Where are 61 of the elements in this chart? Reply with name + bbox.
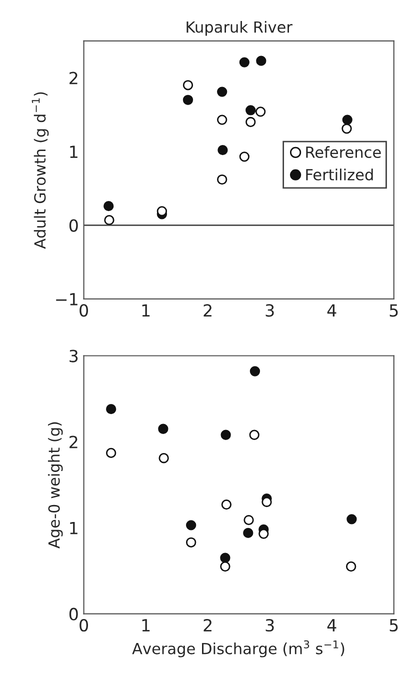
- x-tick-label: 5: [390, 619, 398, 632]
- y-tick-label: 1: [70, 146, 78, 158]
- point: [262, 496, 272, 508]
- point: [217, 114, 228, 125]
- y-axis-title: Adult Growth (g d$^{−1}$): [32, 92, 49, 249]
- point: [249, 430, 260, 440]
- point: [256, 56, 266, 66]
- point: [246, 116, 256, 128]
- x-tick-label: 4: [327, 619, 336, 632]
- point: [239, 57, 250, 68]
- x-tick-label: 3: [266, 618, 274, 632]
- x-tick-label: 0: [80, 618, 88, 632]
- point: [186, 520, 196, 530]
- y-axis-title: Age-0 weight (g): [48, 422, 63, 548]
- point: [243, 528, 254, 538]
- point: [346, 561, 356, 572]
- point: [220, 561, 230, 572]
- point: [218, 144, 228, 156]
- point: [106, 448, 116, 458]
- point: [221, 499, 232, 510]
- point: [342, 114, 352, 125]
- point: [220, 430, 231, 440]
- x-tick-label: 5: [390, 304, 398, 317]
- point: [182, 94, 194, 105]
- point: [217, 174, 228, 185]
- x-tick-label: 1: [142, 304, 150, 316]
- chart-title: Kuparuk River: [186, 20, 292, 36]
- point: [158, 424, 168, 434]
- point: [250, 366, 260, 376]
- point: [156, 206, 168, 216]
- y-tick-label: 2: [70, 436, 78, 448]
- point: [104, 214, 114, 226]
- x-tick-label: 3: [266, 304, 274, 317]
- y-tick-label: 2: [70, 72, 78, 84]
- y-tick-label: 3: [70, 350, 78, 362]
- point: [255, 106, 266, 117]
- legend-label: Fertilized: [306, 168, 373, 180]
- x-tick-label: 0: [80, 304, 88, 317]
- point: [346, 514, 357, 524]
- x-tick-label: 2: [204, 304, 212, 316]
- point: [239, 152, 250, 162]
- point: [104, 200, 114, 212]
- point: [158, 453, 169, 464]
- y-tick-label: −1: [56, 293, 78, 306]
- x-axis-title: Average Discharge (m$^{3}$ s$^{−1}$): [132, 640, 344, 658]
- y-tick-label: 0: [69, 219, 78, 232]
- point: [246, 105, 256, 116]
- legend-label: Reference: [306, 146, 381, 158]
- point: [220, 552, 230, 563]
- point: [342, 124, 352, 134]
- point: [258, 528, 269, 539]
- x-tick-label: 4: [327, 304, 336, 316]
- point: [182, 80, 194, 90]
- x-tick-label: 2: [204, 618, 212, 632]
- y-tick-label: 1: [70, 522, 78, 534]
- point: [186, 537, 196, 548]
- point: [217, 86, 228, 97]
- point: [106, 404, 116, 414]
- point: [244, 514, 254, 526]
- x-tick-label: 1: [142, 619, 150, 632]
- y-tick-label: 0: [69, 608, 78, 620]
